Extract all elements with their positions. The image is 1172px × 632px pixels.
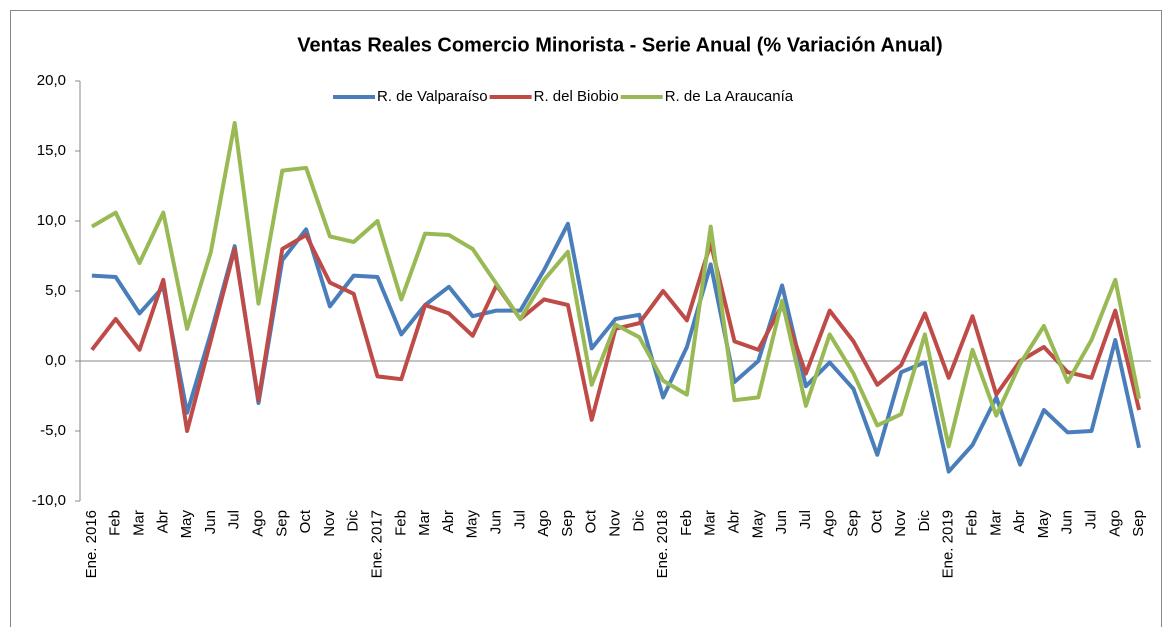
x-tick-label: Mar — [702, 510, 719, 536]
x-tick-label: Dic — [345, 510, 362, 532]
y-tick-label: 10,0 — [37, 212, 66, 229]
x-tick-label: Ago — [821, 510, 838, 537]
y-tick-label: 20,0 — [37, 72, 66, 89]
x-tick-label: Dic — [916, 510, 933, 532]
x-tick-label: Abr — [440, 510, 457, 533]
x-tick-label: Feb — [963, 510, 980, 536]
x-tick-label: Jul — [511, 510, 528, 529]
x-tick-label: May — [178, 510, 195, 539]
x-tick-label: Abr — [1011, 510, 1028, 533]
series-line — [90, 121, 1142, 449]
x-tick-label: Feb — [678, 510, 695, 536]
x-tick-label: Sep — [273, 510, 290, 537]
legend-label: R. de Valparaíso — [377, 88, 488, 105]
x-tick-label: Ago — [249, 510, 266, 537]
x-tick-label: Jul — [226, 510, 243, 529]
x-tick-label: Jun — [487, 510, 504, 534]
x-tick-label: Oct — [583, 509, 600, 533]
x-tick-label: Jun — [202, 510, 219, 534]
x-tick-label: Jun — [1059, 510, 1076, 534]
x-tick-label: Sep — [1130, 510, 1147, 537]
x-tick-label: Ago — [1106, 510, 1123, 537]
x-tick-label: Jul — [797, 510, 814, 529]
x-tick-label: Dic — [630, 510, 647, 532]
x-tick-label: Jun — [773, 510, 790, 534]
x-tick-label: Jul — [1082, 510, 1099, 529]
legend-label: R. de La Araucanía — [665, 88, 794, 105]
x-tick-label: Mar — [987, 510, 1004, 536]
x-tick-label: Mar — [416, 510, 433, 536]
x-tick-label: Ene. 2018 — [654, 510, 671, 578]
y-tick-label: 15,0 — [37, 142, 66, 159]
x-tick-label: Feb — [392, 510, 409, 536]
x-tick-label: Oct — [297, 509, 314, 533]
x-tick-label: Ene. 2019 — [940, 510, 957, 578]
x-tick-label: Feb — [107, 510, 124, 536]
legend-label: R. del Biobio — [534, 88, 619, 105]
chart-title: Ventas Reales Comercio Minorista - Serie… — [297, 34, 942, 56]
x-tick-label: Nov — [606, 510, 623, 537]
x-tick-label: Mar — [130, 510, 147, 536]
x-tick-label: Ene. 2016 — [83, 510, 100, 578]
y-tick-label: 5,0 — [45, 282, 66, 299]
x-tick-label: May — [464, 510, 481, 539]
x-tick-label: May — [749, 510, 766, 539]
x-tick-label: Ene. 2017 — [368, 510, 385, 578]
x-tick-label: Abr — [725, 510, 742, 533]
x-tick-label: Nov — [321, 510, 338, 537]
x-tick-label: Nov — [892, 510, 909, 537]
x-tick-label: Sep — [844, 510, 861, 537]
y-tick-label: 0,0 — [45, 352, 66, 369]
x-tick-label: Oct — [868, 509, 885, 533]
y-tick-label: -10,0 — [32, 492, 66, 509]
x-tick-label: May — [1035, 510, 1052, 539]
y-tick-label: -5,0 — [40, 422, 66, 439]
x-tick-label: Ago — [535, 510, 552, 537]
x-tick-label: Sep — [559, 510, 576, 537]
x-tick-label: Abr — [154, 510, 171, 533]
